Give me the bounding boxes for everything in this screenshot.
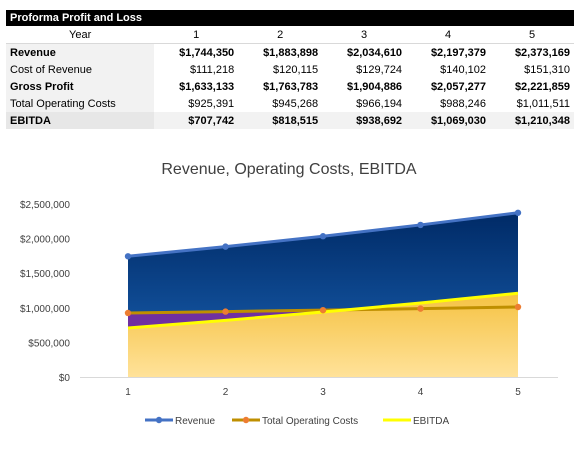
row-value: $1,011,511 bbox=[516, 97, 570, 110]
year-header-cell: 4 bbox=[406, 26, 490, 44]
year-header-cell: 3 bbox=[322, 26, 407, 44]
year-header-cell: 5 bbox=[490, 26, 574, 44]
pl-table: Year 1 2 3 4 5 Revenue $1,744,350 $1,883,898 $2,0… bbox=[6, 26, 574, 129]
revenue-point bbox=[222, 243, 229, 250]
revenue-point bbox=[124, 253, 132, 260]
row-value: $2,221,859 bbox=[514, 80, 570, 93]
x-tick-label: 4 bbox=[418, 387, 424, 398]
row-value: $988,246 bbox=[440, 97, 486, 110]
operating-costs-point bbox=[222, 308, 229, 315]
operating-costs-point bbox=[319, 306, 327, 314]
revenue-point bbox=[417, 221, 424, 229]
legend-marker bbox=[242, 416, 250, 424]
row-value: $129,724 bbox=[356, 63, 403, 76]
table-row: Cost of Revenue $111,218 $120,115 $129,724 $… bbox=[6, 61, 574, 78]
y-tick-label: $1,000,000 bbox=[20, 304, 70, 315]
legend-label: Total Operating Costs bbox=[262, 416, 358, 427]
table-row: Total Operating Costs $925,391 $945,268 $96… bbox=[6, 95, 574, 112]
y-tick-label: $0 bbox=[59, 373, 71, 384]
row-value: $1,763,783 bbox=[263, 80, 319, 93]
row-value: $707,742 bbox=[154, 112, 239, 129]
table-row: EBITDA $707,742 $818,515 $938,692 $1,069,030… bbox=[6, 112, 574, 129]
row-value: $2,197,379 bbox=[430, 46, 486, 59]
x-tick-label: 3 bbox=[320, 387, 326, 398]
row-label: Total Operating Costs bbox=[6, 95, 155, 112]
row-label: Cost of Revenue bbox=[6, 61, 155, 78]
row-value: $151,310 bbox=[524, 63, 570, 76]
row-value: $925,391 bbox=[188, 97, 235, 110]
chart: Revenue, Operating Costs, EBITDA $0 $500,0… bbox=[0, 150, 578, 450]
year-header-cell: 1 bbox=[154, 26, 239, 44]
row-label: Gross Profit bbox=[6, 78, 155, 95]
row-value: $1,904,886 bbox=[347, 80, 403, 93]
chart-svg: Revenue, Operating Costs, EBITDA $0 $500,0… bbox=[20, 161, 558, 427]
legend-label: EBITDA bbox=[413, 416, 449, 427]
row-value: $945,268 bbox=[272, 97, 319, 110]
legend-label: Revenue bbox=[175, 416, 215, 427]
table-row: Gross Profit $1,633,133 $1,763,783 $1,904,8… bbox=[6, 78, 574, 95]
row-value: $2,057,277 bbox=[430, 80, 486, 93]
operating-costs-point bbox=[514, 303, 522, 311]
row-value: $2,034,610 bbox=[347, 46, 403, 59]
row-value: $120,115 bbox=[273, 63, 319, 76]
row-value: $2,373,169 bbox=[514, 46, 570, 59]
operating-costs-point bbox=[124, 309, 132, 317]
row-value: $111,218 bbox=[189, 63, 235, 76]
row-label: Revenue bbox=[6, 43, 155, 61]
row-value: $140,102 bbox=[440, 63, 486, 76]
table-title: Proforma Profit and Loss bbox=[6, 10, 574, 26]
x-tick-label: 2 bbox=[223, 387, 229, 398]
y-tick-label: $1,500,000 bbox=[20, 269, 70, 280]
x-tick-label: 1 bbox=[125, 387, 131, 398]
year-header-row: Year 1 2 3 4 5 bbox=[6, 26, 574, 44]
row-value: $1,633,133 bbox=[179, 80, 235, 93]
chart-title: Revenue, Operating Costs, EBITDA bbox=[161, 161, 417, 178]
row-label: EBITDA bbox=[6, 112, 155, 129]
y-tick-label: $2,000,000 bbox=[20, 235, 70, 246]
row-value: $1,883,898 bbox=[263, 46, 319, 59]
legend-marker bbox=[155, 416, 163, 424]
row-value: $1,744,350 bbox=[179, 46, 235, 59]
row-value: $1,069,030 bbox=[406, 112, 490, 129]
year-header-cell: 2 bbox=[238, 26, 323, 44]
year-header-label: Year bbox=[6, 26, 155, 44]
table-row: Revenue $1,744,350 $1,883,898 $2,034,610 $2,… bbox=[6, 43, 574, 61]
row-value: $818,515 bbox=[238, 112, 323, 129]
revenue-point bbox=[319, 233, 327, 240]
y-tick-label: $500,000 bbox=[28, 338, 70, 349]
ebitda-area bbox=[128, 293, 518, 377]
y-tick-label: $2,500,000 bbox=[20, 200, 70, 211]
row-value: $966,194 bbox=[356, 97, 403, 110]
row-value: $1,210,348 bbox=[490, 112, 574, 129]
row-value: $938,692 bbox=[322, 112, 407, 129]
revenue-point bbox=[514, 209, 522, 216]
operating-costs-point bbox=[417, 305, 424, 312]
pl-table-section: Proforma Profit and Loss Year 1 2 3 4 5 Revenu… bbox=[6, 10, 574, 129]
x-tick-label: 5 bbox=[515, 387, 521, 398]
